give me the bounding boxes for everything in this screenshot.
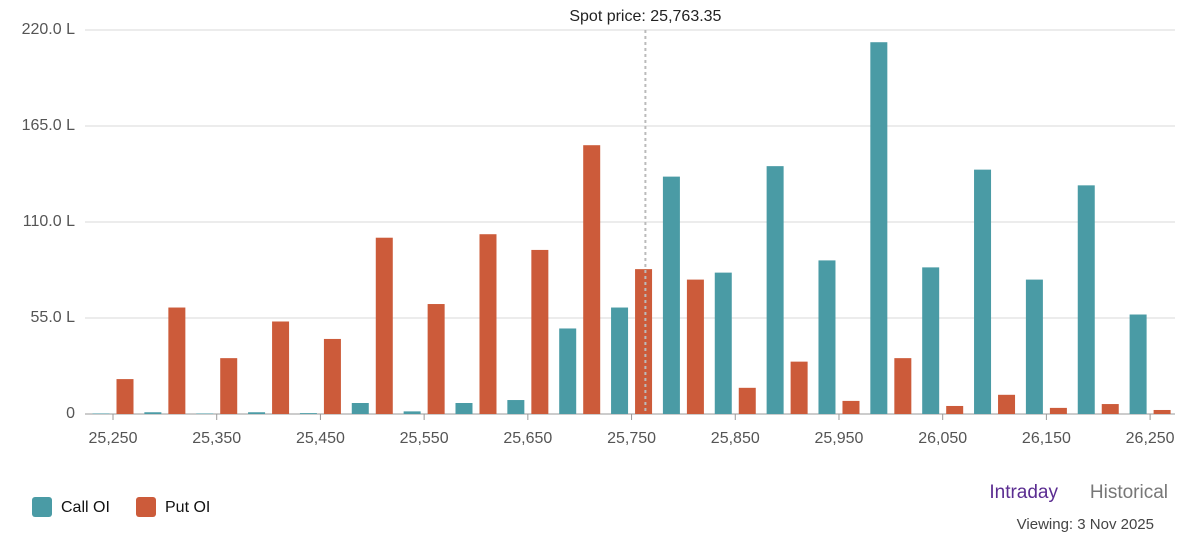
x-tick-label: 25,850 bbox=[711, 430, 760, 447]
x-tick-label: 26,150 bbox=[1022, 430, 1071, 447]
bar bbox=[974, 169, 992, 414]
bar bbox=[1077, 185, 1095, 414]
bar bbox=[351, 403, 369, 414]
bar bbox=[559, 328, 577, 414]
bar bbox=[299, 413, 317, 414]
bar bbox=[583, 145, 601, 414]
y-tick-label: 220.0 L bbox=[22, 21, 75, 38]
x-tick-label: 25,750 bbox=[607, 430, 656, 447]
bar bbox=[116, 379, 134, 414]
bar bbox=[662, 176, 680, 414]
bar bbox=[998, 394, 1016, 414]
y-tick-label: 110.0 L bbox=[23, 213, 75, 230]
bar bbox=[894, 358, 912, 414]
bar bbox=[635, 269, 653, 414]
bar bbox=[611, 307, 629, 414]
bar bbox=[946, 405, 964, 414]
bar bbox=[427, 304, 445, 414]
bar bbox=[1129, 314, 1147, 414]
legend-label: Call OI bbox=[61, 499, 110, 516]
view-tab[interactable]: Historical bbox=[1090, 482, 1168, 503]
bar bbox=[1101, 404, 1119, 414]
y-tick-label: 55.0 L bbox=[31, 309, 76, 326]
bar bbox=[686, 279, 704, 414]
y-tick-label: 165.0 L bbox=[22, 117, 75, 134]
bar bbox=[818, 260, 836, 414]
bar bbox=[790, 361, 808, 414]
y-tick-label: 0 bbox=[66, 405, 75, 422]
bar bbox=[1049, 407, 1067, 414]
x-tick-label: 26,250 bbox=[1126, 430, 1175, 447]
bar bbox=[272, 321, 290, 414]
legend-label: Put OI bbox=[165, 499, 210, 516]
bar bbox=[375, 237, 393, 414]
spot-label: Spot price: 25,763.35 bbox=[569, 8, 721, 25]
legend-swatch bbox=[136, 497, 156, 517]
bar bbox=[766, 166, 784, 414]
bar bbox=[738, 387, 756, 414]
legend-swatch bbox=[32, 497, 52, 517]
bar bbox=[196, 413, 214, 414]
bar bbox=[714, 272, 732, 414]
bar bbox=[1025, 279, 1043, 414]
bar bbox=[1153, 409, 1171, 414]
bar bbox=[403, 411, 421, 414]
bar bbox=[455, 403, 473, 414]
x-tick-label: 25,250 bbox=[89, 430, 138, 447]
view-tab[interactable]: Intraday bbox=[989, 482, 1058, 503]
bar bbox=[507, 400, 525, 414]
bar bbox=[220, 358, 238, 414]
viewing-date: Viewing: 3 Nov 2025 bbox=[1017, 516, 1154, 533]
bar bbox=[922, 267, 940, 414]
bar bbox=[479, 234, 497, 414]
bar bbox=[531, 249, 549, 414]
bar bbox=[842, 400, 860, 414]
x-tick-label: 26,050 bbox=[918, 430, 967, 447]
x-tick-label: 25,550 bbox=[400, 430, 449, 447]
x-tick-label: 25,950 bbox=[815, 430, 864, 447]
x-tick-label: 25,350 bbox=[192, 430, 241, 447]
bar bbox=[323, 338, 341, 414]
bar bbox=[144, 412, 162, 414]
x-tick-label: 25,650 bbox=[503, 430, 552, 447]
x-tick-label: 25,450 bbox=[296, 430, 345, 447]
bar bbox=[248, 412, 266, 414]
bar bbox=[92, 413, 110, 414]
bar bbox=[168, 307, 186, 414]
bar bbox=[870, 42, 888, 415]
